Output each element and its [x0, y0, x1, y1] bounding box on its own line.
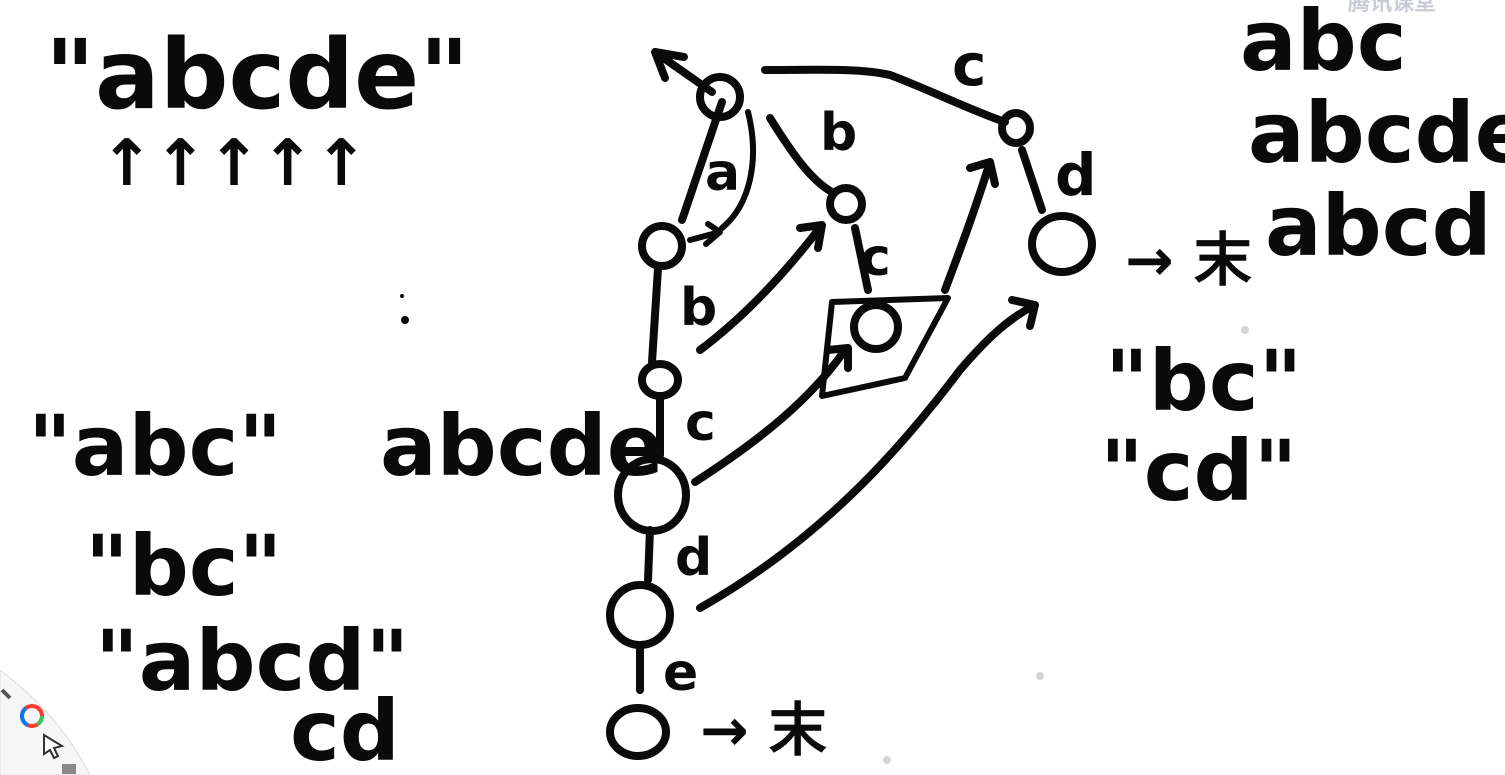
right-match-2: "cd" [1100, 422, 1297, 520]
pointer-icon[interactable] [43, 733, 65, 760]
stray-dot [401, 316, 409, 324]
stray-dot [1241, 326, 1249, 334]
trie-diagram: a b c d e b c c d → 末 → 末 [606, 31, 1252, 764]
toolbar-panel [0, 669, 91, 775]
edge-b-to-c-mid [851, 224, 872, 294]
node-abc [614, 455, 690, 535]
edge-label-c-top: c [952, 31, 986, 99]
fail-arrow-a-curve [719, 109, 756, 231]
pen-tool-icon[interactable] [0, 688, 12, 700]
stray-dots [400, 294, 1249, 764]
watermark-text: 腾讯课堂 [1348, 0, 1436, 16]
node-c [998, 109, 1034, 147]
node-root [696, 73, 744, 121]
fail-arrow-b [696, 221, 826, 354]
pattern-item-4: cd [290, 682, 400, 775]
edge-label-b-right: b [820, 103, 857, 163]
node-a [638, 222, 686, 270]
edge-label-d-left: d [675, 528, 712, 588]
edge-label-b-left: b [680, 278, 717, 338]
right-match-1: "bc" [1105, 332, 1302, 430]
right-word-list: abc abcde abcd "bc" "cd" [1100, 0, 1505, 520]
node-b [826, 184, 866, 224]
node-bc [850, 301, 902, 353]
watermark: 腾讯课堂 [1348, 0, 1436, 16]
end-mark-right: → 末 [1125, 226, 1252, 294]
end-mark-bottom: → 末 [700, 696, 827, 764]
edge-label-a: a [705, 143, 740, 203]
node-abcde [606, 704, 670, 760]
fail-arrow-c-mid [941, 158, 999, 294]
node-cd [1028, 212, 1096, 276]
drawing-toolbar [0, 669, 91, 775]
fail-arrow-d [696, 296, 1039, 612]
edge-root-to-a [678, 98, 726, 224]
edge-label-d-right: d [1055, 141, 1097, 209]
pattern-top-string: "abcde" [45, 19, 469, 131]
pattern-item-1: "abc" [28, 397, 282, 495]
edge-c-to-d [644, 526, 654, 584]
fail-arrow-a-head [687, 221, 723, 247]
stray-dot [400, 294, 404, 298]
edge-label-c-left: c [685, 393, 716, 453]
edge-c-to-d-right [1018, 146, 1046, 214]
stray-dot [1036, 672, 1044, 680]
fail-arrow-c [691, 344, 852, 486]
right-word-2: abcde [1248, 84, 1505, 182]
node-abcd [606, 581, 674, 649]
edge-root-to-b [766, 114, 836, 196]
stray-dot [883, 756, 891, 764]
pattern-arrows: ↑↑↑↑↑ [100, 127, 368, 201]
node-bc-highlight-box [819, 295, 951, 399]
edge-a-to-b [648, 264, 662, 366]
edge-label-c-mid: c [860, 228, 891, 288]
pattern-inline-word: abcde [380, 397, 664, 495]
edge-root-to-c [761, 65, 1009, 126]
pattern-item-2: "bc" [85, 517, 282, 615]
pattern-item-3: "abcd" [95, 612, 409, 710]
eraser-tool-icon[interactable] [62, 764, 76, 774]
pattern-list: "abcde" ↑↑↑↑↑ "abc" abcde "bc" "abcd" cd [28, 19, 664, 775]
color-wheel-icon[interactable] [20, 704, 44, 728]
node-ab [638, 360, 682, 400]
edge-label-e-left: e [663, 643, 698, 703]
right-word-3: abcd [1265, 177, 1492, 275]
right-word-1: abc [1240, 0, 1407, 90]
